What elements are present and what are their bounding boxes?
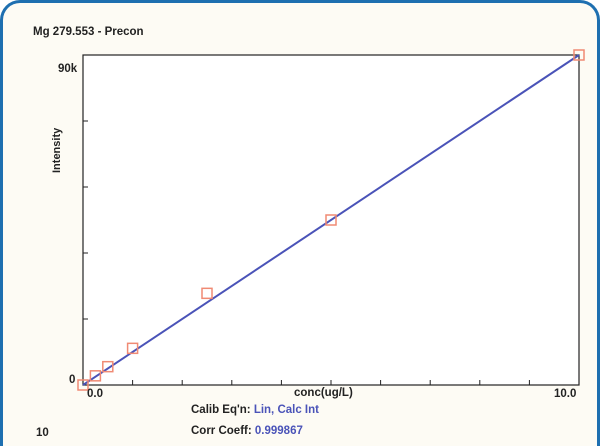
- calib-value: Lin, Calc Int: [253, 404, 319, 416]
- footer-number: 10: [36, 427, 49, 439]
- x-tick-marks: [82, 380, 580, 385]
- data-point: [573, 49, 585, 61]
- corr-value: 0.999867: [254, 425, 303, 437]
- calib-equation: Calib Eq'n: Lin, Calc Int: [191, 404, 319, 416]
- y-axis-label: Intensity: [51, 127, 63, 173]
- x-tick-label-min: 0.0: [87, 388, 103, 400]
- x-axis-label: conc(ug/L): [293, 387, 354, 399]
- calibration-fit-line: [82, 54, 580, 386]
- data-point: [126, 342, 139, 355]
- data-points: [77, 49, 585, 391]
- corr-label: Corr Coeff:: [191, 425, 252, 437]
- data-point: [325, 214, 337, 226]
- data-point: [89, 370, 102, 382]
- x-tick-label-max: 10.0: [554, 388, 577, 400]
- calib-label: Calib Eq'n:: [191, 404, 251, 416]
- chart-title: Mg 279.553 - Precon: [33, 26, 144, 38]
- calibration-plot: [77, 49, 585, 391]
- data-point: [201, 287, 213, 300]
- y-tick-label-max: 90k: [58, 63, 78, 75]
- data-point: [102, 360, 114, 373]
- corr-coeff: Corr Coeff: 0.999867: [191, 425, 303, 437]
- y-tick-label-min: 0: [69, 374, 76, 386]
- data-point: [77, 379, 89, 391]
